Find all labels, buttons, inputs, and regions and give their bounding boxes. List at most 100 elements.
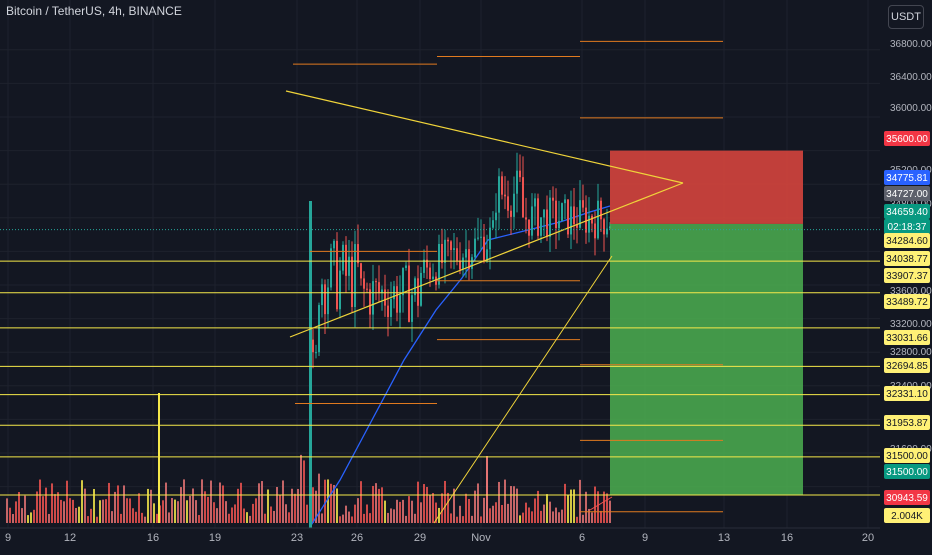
- candle-body: [432, 276, 434, 280]
- volume-bar: [158, 393, 160, 523]
- volume-bar: [165, 482, 167, 523]
- volume-bar: [417, 481, 419, 523]
- volume-bar: [345, 505, 347, 523]
- volume-bar: [252, 503, 254, 523]
- volume-bar: [384, 500, 386, 523]
- time-axis-tick-label: Nov: [471, 532, 491, 544]
- volume-bar: [573, 489, 575, 523]
- candle-body: [465, 249, 467, 258]
- volume-bar: [453, 488, 455, 523]
- candle-body: [606, 228, 608, 235]
- currency-button[interactable]: USDT: [888, 5, 924, 29]
- candle-body: [453, 248, 455, 250]
- candle-body: [531, 206, 533, 236]
- volume-bar: [444, 480, 446, 523]
- candle-body: [537, 198, 539, 236]
- volume-bar: [198, 515, 200, 523]
- volume-bar: [369, 513, 371, 523]
- price-tag-label: 34775.81: [886, 173, 928, 184]
- volume-bar: [195, 500, 197, 523]
- candle-body: [369, 289, 371, 315]
- price-tag-yellow: [884, 386, 930, 401]
- volume-bar: [315, 490, 317, 523]
- volume-bar: [129, 498, 131, 523]
- time-axis-tick-label: 26: [351, 532, 363, 544]
- volume-bar: [177, 501, 179, 523]
- volume-bar: [225, 501, 227, 523]
- candle-body: [417, 278, 419, 306]
- volume-bar: [474, 490, 476, 523]
- volume-bar: [279, 494, 281, 523]
- candle-body: [534, 198, 536, 207]
- volume-bar: [264, 513, 266, 523]
- time-axis-tick-label: 29: [414, 532, 426, 544]
- volume-bar: [246, 512, 248, 523]
- price-tag-label: 33489.72: [886, 297, 928, 308]
- volume-bar: [420, 502, 422, 523]
- candle-body: [363, 278, 365, 289]
- volume-bar: [408, 496, 410, 523]
- candle-body: [483, 236, 485, 261]
- volume-bar: [603, 491, 605, 523]
- volume-bar: [390, 508, 392, 523]
- candle-body: [348, 256, 350, 276]
- volume-bar: [348, 511, 350, 523]
- volume-bar: [354, 504, 356, 523]
- volume-bar: [591, 512, 593, 523]
- volume-bar: [156, 513, 158, 523]
- time-axis-tick-label: 6: [579, 532, 585, 544]
- volume-bar: [192, 488, 194, 523]
- candle-body: [600, 200, 602, 220]
- volume-bar: [273, 510, 275, 523]
- candle-body: [522, 177, 524, 218]
- price-tag-label: 32694.85: [886, 361, 928, 372]
- price-tag-label: 33031.66: [886, 333, 928, 344]
- volume-bar: [69, 498, 71, 523]
- volume-bar: [462, 516, 464, 523]
- time-axis-tick-label: 13: [718, 532, 730, 544]
- candle-body: [345, 244, 347, 276]
- volume-bar: [339, 516, 341, 523]
- volume-bar: [78, 506, 80, 523]
- candle-body: [351, 256, 353, 307]
- candle-body: [573, 206, 575, 225]
- candle-body: [459, 260, 461, 270]
- volume-bar: [282, 480, 284, 523]
- price-tag-label: 34659.40: [886, 207, 928, 218]
- candle-body: [519, 170, 521, 178]
- price-tag-red: [884, 490, 930, 505]
- candle-body: [576, 224, 578, 228]
- volume-bar: [96, 516, 98, 523]
- volume-bar: [117, 485, 119, 523]
- candle-body: [582, 200, 584, 208]
- volume-bar: [321, 513, 323, 523]
- volume-bar: [597, 491, 599, 523]
- time-axis-tick-label: 16: [781, 532, 793, 544]
- candle-body: [321, 284, 323, 306]
- volume-bar: [366, 504, 368, 523]
- candle-body: [558, 220, 560, 229]
- volume-bar: [90, 508, 92, 523]
- volume-bar: [330, 483, 332, 523]
- volume-bar: [258, 483, 260, 523]
- volume-bar: [276, 486, 278, 523]
- price-tag-label: 02:18:37: [888, 222, 927, 233]
- price-axis-tick-label: 33200.00: [890, 319, 932, 330]
- volume-bar: [495, 502, 497, 523]
- candle-body: [324, 284, 326, 315]
- candle-body: [495, 212, 497, 221]
- candle-body: [564, 199, 566, 204]
- time-axis-tick-label: 16: [147, 532, 159, 544]
- volume-bar: [102, 499, 104, 523]
- candle-body: [489, 227, 491, 250]
- volume-bar: [63, 501, 65, 523]
- price-tag-yellow: [884, 358, 930, 373]
- volume-bar: [582, 514, 584, 523]
- volume-bar: [441, 493, 443, 523]
- volume-bar: [411, 500, 413, 523]
- volume-bar: [237, 488, 239, 523]
- volume-bar: [381, 487, 383, 523]
- volume-bar: [483, 497, 485, 523]
